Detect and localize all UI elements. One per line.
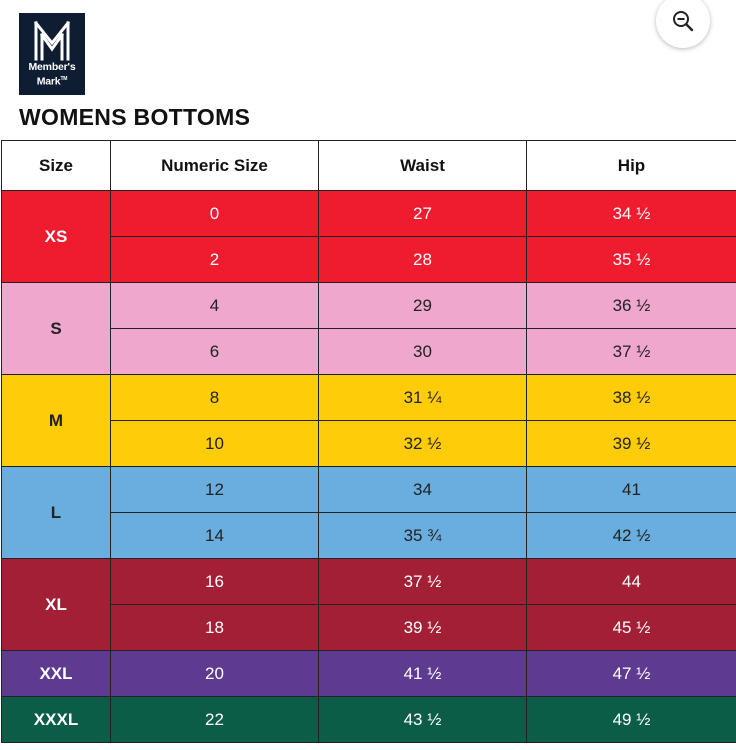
waist-cell: 29 xyxy=(318,282,527,329)
waist-cell: 31 ¼ xyxy=(318,374,527,421)
numeric-size-cell: 22 xyxy=(110,696,319,743)
header-waist: Waist xyxy=(318,140,527,191)
hip-cell: 49 ½ xyxy=(526,696,736,743)
waist-cell: 30 xyxy=(318,328,527,375)
hip-cell: 44 xyxy=(526,558,736,605)
waist-cell: 41 ½ xyxy=(318,650,527,697)
logo-text-line1: Member's xyxy=(28,61,76,73)
waist-cell: 43 ½ xyxy=(318,696,527,743)
size-label-cell: XXL xyxy=(1,650,111,697)
hip-cell: 47 ½ xyxy=(526,650,736,697)
hip-cell: 37 ½ xyxy=(526,328,736,375)
numeric-size-cell: 0 xyxy=(110,190,319,237)
table-row: S 4 29 36 ½ xyxy=(1,282,736,375)
hip-cell: 36 ½ xyxy=(526,282,736,329)
table-row: 6 30 37 ½ xyxy=(2,328,736,375)
hip-cell: 45 ½ xyxy=(526,604,736,651)
numeric-size-cell: 6 xyxy=(110,328,319,375)
size-label-cell: XS xyxy=(1,190,111,283)
hip-cell: 34 ½ xyxy=(526,190,736,237)
size-label-cell: XL xyxy=(1,558,111,651)
header-numeric-size: Numeric Size xyxy=(110,140,319,191)
numeric-size-cell: 12 xyxy=(110,466,319,513)
size-label-cell: XXXL xyxy=(1,696,111,743)
table-row: XS 0 27 34 ½ xyxy=(1,190,736,283)
size-label-cell: M xyxy=(1,374,111,467)
table-row: L 12 34 41 xyxy=(1,466,736,559)
hip-cell: 38 ½ xyxy=(526,374,736,421)
table-header-row: Size Numeric Size Waist Hip xyxy=(1,140,736,191)
size-chart-table: Size Numeric Size Waist Hip XS 0 27 34 ½ 2 28… xyxy=(1,140,736,743)
numeric-size-cell: 20 xyxy=(110,650,319,697)
table-row: 18 39 ½ 45 ½ xyxy=(2,604,736,651)
waist-cell: 27 xyxy=(318,190,527,237)
members-mark-m-icon xyxy=(33,21,71,61)
size-label-cell: L xyxy=(1,466,111,559)
numeric-size-cell: 14 xyxy=(110,512,319,559)
table-row: XL 16 37 ½ 44 xyxy=(1,558,736,651)
numeric-size-cell: 4 xyxy=(110,282,319,329)
waist-cell: 37 ½ xyxy=(318,558,527,605)
numeric-size-cell: 18 xyxy=(110,604,319,651)
table-row: 2 28 35 ½ xyxy=(2,236,736,283)
waist-cell: 39 ½ xyxy=(318,604,527,651)
hip-cell: 39 ½ xyxy=(526,420,736,467)
zoom-out-button[interactable] xyxy=(656,0,710,48)
logo-trademark: TM xyxy=(60,76,68,82)
table-row: M 8 31 ¼ 38 ½ xyxy=(1,374,736,467)
numeric-size-cell: 10 xyxy=(110,420,319,467)
waist-cell: 35 ¾ xyxy=(318,512,527,559)
table-row: 14 35 ¾ 42 ½ xyxy=(2,512,736,559)
size-chart-body: XS 0 27 34 ½ 2 28 35 ½ S 4 29 36 ½ 6 30 37 ½ M 8 31 ¼ 38 … xyxy=(1,190,736,743)
header-size: Size xyxy=(1,140,111,191)
table-row: XXXL 22 43 ½ 49 ½ xyxy=(1,696,736,743)
size-label-cell: S xyxy=(1,282,111,375)
logo-text-line2: MarkTM xyxy=(36,75,68,88)
hip-cell: 35 ½ xyxy=(526,236,736,283)
numeric-size-cell: 8 xyxy=(110,374,319,421)
table-row: XXL 20 41 ½ 47 ½ xyxy=(1,650,736,697)
header-hip: Hip xyxy=(526,140,736,191)
numeric-size-cell: 16 xyxy=(110,558,319,605)
waist-cell: 28 xyxy=(318,236,527,283)
hip-cell: 42 ½ xyxy=(526,512,736,559)
zoom-out-icon xyxy=(673,11,694,32)
numeric-size-cell: 2 xyxy=(110,236,319,283)
members-mark-logo: Member's MarkTM xyxy=(19,13,85,95)
hip-cell: 41 xyxy=(526,466,736,513)
page-title: WOMENS BOTTOMS xyxy=(19,104,251,130)
waist-cell: 34 xyxy=(318,466,527,513)
waist-cell: 32 ½ xyxy=(318,420,527,467)
table-row: 10 32 ½ 39 ½ xyxy=(2,420,736,467)
